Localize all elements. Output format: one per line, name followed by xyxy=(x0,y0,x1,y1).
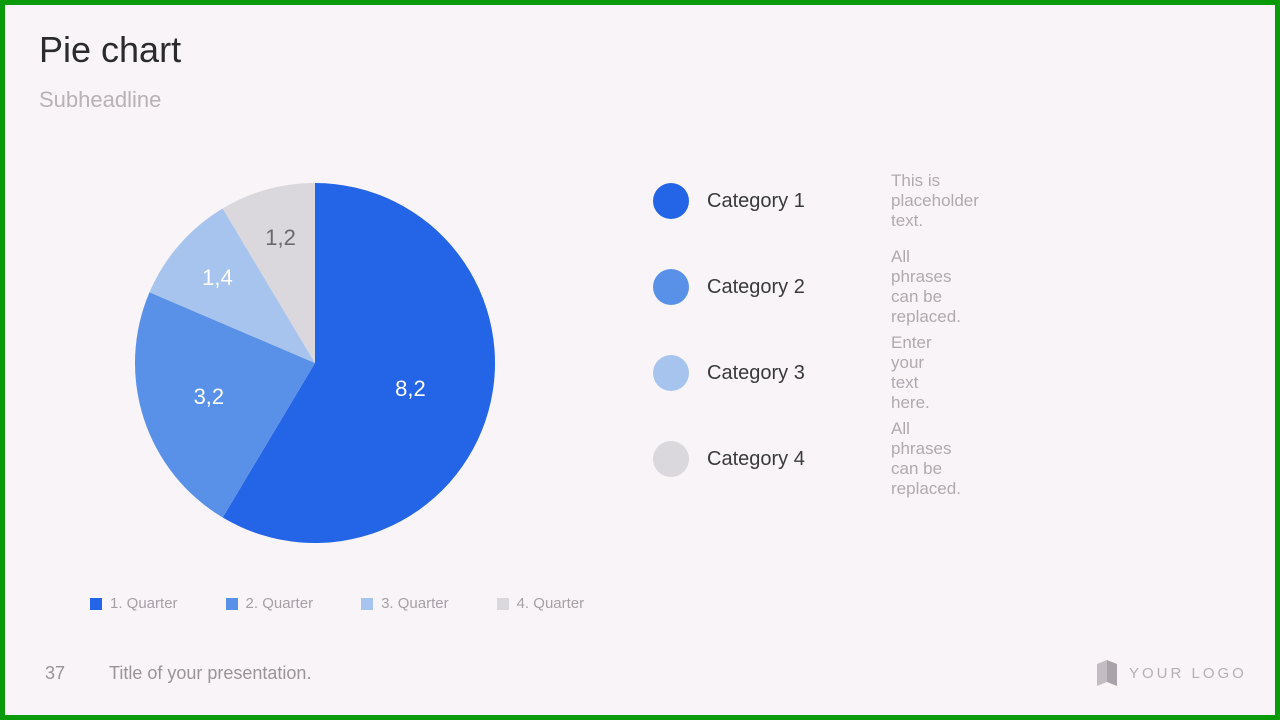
category-dot-icon xyxy=(653,441,689,477)
category-name: Category 2 xyxy=(707,276,805,299)
category-description: All phrases can be replaced. xyxy=(891,247,961,327)
page-subtitle: Subheadline xyxy=(39,87,161,113)
legend-label: 2. Quarter xyxy=(246,595,314,612)
category-name: Category 3 xyxy=(707,362,805,385)
category-dot-icon xyxy=(653,269,689,305)
category-name: Category 1 xyxy=(707,190,805,213)
legend-label: 1. Quarter xyxy=(110,595,178,612)
legend-item: 1. Quarter xyxy=(90,595,178,612)
pie-slice-label: 1,4 xyxy=(202,265,233,291)
legend-label: 3. Quarter xyxy=(381,595,449,612)
category-row: Category 2All phrases can be replaced. xyxy=(653,269,805,305)
logo: YOUR LOGO xyxy=(1095,660,1247,686)
legend-item: 4. Quarter xyxy=(497,595,585,612)
pie-slice-label: 3,2 xyxy=(194,384,225,410)
page-title: Pie chart xyxy=(39,29,181,71)
legend-swatch xyxy=(361,598,373,610)
category-row: Category 1This is placeholder text. xyxy=(653,183,805,219)
category-dot-icon xyxy=(653,183,689,219)
legend-swatch xyxy=(497,598,509,610)
legend-item: 2. Quarter xyxy=(226,595,314,612)
slide-frame: Pie chart Subheadline 8,2 3,2 1,4 1,2 1. Qu… xyxy=(0,0,1280,720)
legend-item: 3. Quarter xyxy=(361,595,449,612)
slide-background: Pie chart Subheadline 8,2 3,2 1,4 1,2 1. Qu… xyxy=(5,5,1275,715)
category-dot-icon xyxy=(653,355,689,391)
chart-legend: 1. Quarter 2. Quarter 3. Quarter 4. Quarter xyxy=(90,595,584,612)
category-list: Category 1This is placeholder text.Categ… xyxy=(653,183,805,477)
pie-chart: 8,2 3,2 1,4 1,2 xyxy=(135,183,495,543)
pie-slice-label: 8,2 xyxy=(395,376,426,402)
category-description: Enter your text here. xyxy=(891,333,932,413)
footer-title: Title of your presentation. xyxy=(109,663,311,684)
legend-swatch xyxy=(90,598,102,610)
pie-slice-label: 1,2 xyxy=(265,225,296,251)
legend-label: 4. Quarter xyxy=(517,595,585,612)
category-row: Category 4All phrases can be replaced. xyxy=(653,441,805,477)
category-row: Category 3Enter your text here. xyxy=(653,355,805,391)
category-description: All phrases can be replaced. xyxy=(891,419,961,499)
legend-swatch xyxy=(226,598,238,610)
logo-text: YOUR LOGO xyxy=(1129,665,1247,682)
category-name: Category 4 xyxy=(707,448,805,471)
page-number: 37 xyxy=(45,663,65,684)
category-description: This is placeholder text. xyxy=(891,171,979,231)
logo-mark-icon xyxy=(1095,660,1119,686)
